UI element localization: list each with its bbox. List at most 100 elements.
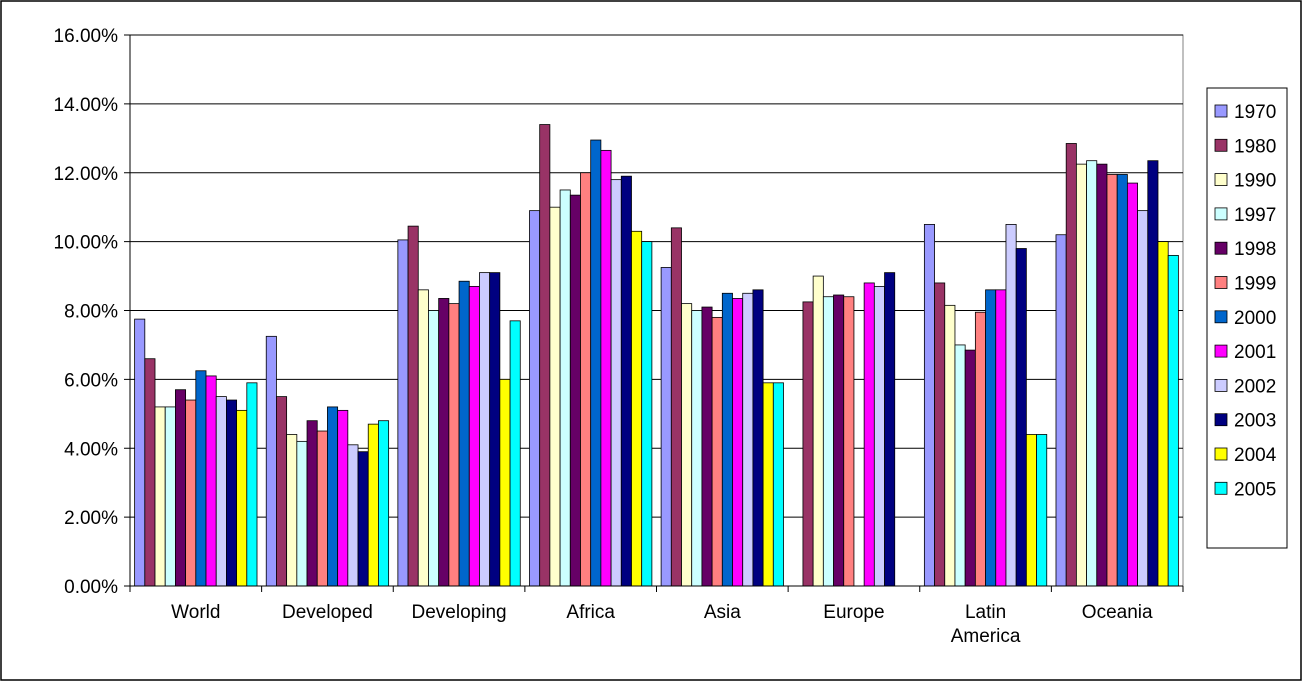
bar-1980-asia [670,227,682,587]
bar-1990-europe [812,275,824,587]
bar-2001-developing [468,285,480,587]
bar-1997-europe [822,296,834,587]
bar-2001-europe [863,282,875,587]
bar-1970-asia [660,267,672,587]
bar-1990-oceania [1075,163,1087,587]
bar-1999-developing [448,303,460,587]
legend-label-1970: 1970 [1234,102,1276,123]
bar-1998-europe [833,294,845,587]
bar-1999-oceania [1106,174,1118,587]
bar-2003-oceania [1147,160,1159,587]
bar-1980-developed [276,396,288,587]
bar-2002-africa [610,179,622,587]
legend-label-2000: 2000 [1234,308,1276,329]
bar-2002-developing [479,272,491,587]
bar-1999-developed [316,430,328,587]
bar-1970-developing [397,239,409,587]
bar-1997-africa [559,189,571,587]
legend-label-2001: 2001 [1234,342,1276,363]
bar-2000-developed [327,406,339,587]
bar-1980-europe [802,301,814,587]
bar-2003-africa [620,175,632,587]
y-tick-label: 10.00% [54,233,119,254]
bar-2003-developing [489,272,501,587]
bar-2001-oceania [1126,182,1138,587]
bar-1990-asia [681,303,693,587]
bar-1997-world [164,406,176,587]
legend-swatch-2003 [1214,413,1228,427]
axes: 0.00% 2.00% 4.00% 6.00% 8.00% 10.00% 12.00% 14.… [54,26,1184,647]
bar-1997-oceania [1086,160,1098,587]
legend-swatch-1970 [1214,104,1228,118]
legend-swatch-1998 [1214,241,1228,255]
y-tick-label: 12.00% [54,164,119,185]
x-tick-label: Developing [412,602,507,623]
bar-2004-developed [367,423,379,587]
bar-2005-world [246,382,258,587]
bar-1999-asia [711,316,723,587]
bar-2003-world [226,399,238,587]
legend-label-1998: 1998 [1234,239,1276,260]
legend-label-2005: 2005 [1234,479,1276,500]
legend-swatch-1980 [1214,138,1228,152]
bar-2005-developed [378,420,390,587]
y-tick-label: 14.00% [54,95,119,116]
bar-2002-europe [873,285,885,587]
bar-1997-developed [296,440,308,587]
bar-2002-developed [347,444,359,587]
bar-1998-asia [701,306,713,587]
y-tick-label: 8.00% [64,302,118,323]
bar-2000-latin-america [985,289,997,587]
bar-2000-world [195,370,207,587]
bar-1990-world [154,406,166,587]
x-tick-label: World [171,602,220,623]
bar-2004-oceania [1157,241,1169,587]
bar-2004-latin-america [1025,434,1037,587]
bar-2001-africa [600,149,612,587]
bar-2003-europe [884,272,896,587]
x-tick-label: Africa [566,602,615,623]
legend-swatch-1999 [1214,276,1228,289]
legend-swatch-2002 [1214,378,1228,392]
bar-2005-latin-america [1036,434,1048,587]
legend-label-2002: 2002 [1234,376,1276,397]
bar-2002-oceania [1137,210,1149,587]
bar-2005-developing [509,320,521,587]
bar-2000-developing [458,280,470,587]
y-tick-label: 6.00% [64,370,118,391]
bar-1970-latin-america [923,224,935,587]
bar-1980-latin-america [934,282,946,587]
y-tick-label: 0.00% [64,577,118,598]
bar-1999-world [185,399,197,587]
bar-2000-asia [721,292,733,587]
bar-1970-africa [529,210,541,587]
bar-2005-africa [641,241,653,587]
bar-2004-africa [631,230,643,587]
legend-label-1999: 1999 [1234,274,1276,295]
bar-2002-latin-america [1005,224,1017,587]
x-tick-label: Asia [704,602,741,623]
bar-1970-developed [265,335,277,587]
bar-1998-africa [569,194,581,587]
bar-1999-europe [843,296,855,587]
legend-swatch-2005 [1214,481,1228,495]
bar-2003-latin-america [1015,248,1027,587]
bar-2001-developed [337,409,349,587]
bar-1997-asia [691,310,703,587]
bar-1990-developed [286,434,298,587]
y-tick-label: 2.00% [64,508,118,529]
bar-2002-asia [742,292,754,587]
legend-swatch-2004 [1214,447,1228,461]
bar-1998-developing [438,298,450,587]
bar-1999-latin-america [974,311,986,587]
legend-swatch-1997 [1214,207,1228,221]
y-tick-label: 4.00% [64,439,118,460]
bar-2001-asia [732,298,744,587]
legend-label-1980: 1980 [1234,136,1276,157]
bar-1999-africa [580,172,592,587]
bar-2003-asia [752,289,764,587]
y-tick-label: 16.00% [54,26,119,47]
bar-1990-latin-america [944,304,956,587]
